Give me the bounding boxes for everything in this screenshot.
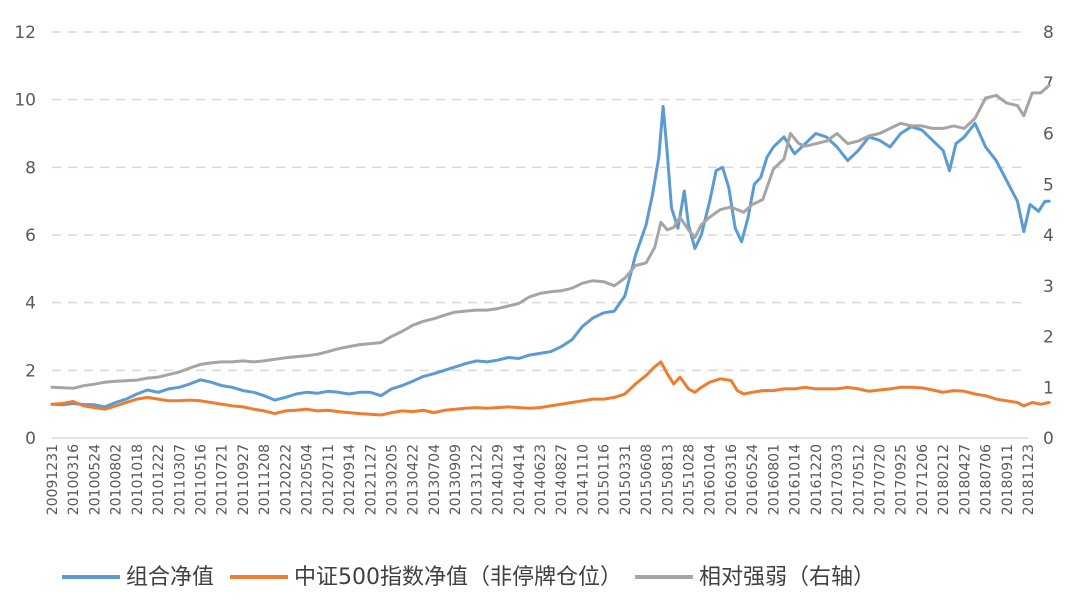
x-axis-tick-label: 20120711 xyxy=(321,444,337,515)
x-axis-tick-label: 20150813 xyxy=(660,444,676,515)
right-axis-tick-label: 1 xyxy=(1043,378,1054,398)
series-line-2 xyxy=(50,360,1051,417)
x-axis-tick-label: 20130205 xyxy=(384,444,400,515)
x-axis-tick-label: 20100524 xyxy=(87,444,103,515)
left-axis-tick-label: 10 xyxy=(14,91,36,111)
x-axis-tick-label: 20140827 xyxy=(554,444,570,515)
x-axis-tick-label: 20140129 xyxy=(491,444,507,515)
x-axis-tick-label: 20170512 xyxy=(851,444,867,515)
right-axis-tick-label: 7 xyxy=(1043,74,1054,94)
x-axis-tick-label: 20120222 xyxy=(278,444,294,515)
right-axis-tick-label: 6 xyxy=(1043,125,1054,145)
left-axis-tick-label: 6 xyxy=(25,226,36,246)
x-axis-tick-label: 20180911 xyxy=(1000,444,1016,515)
x-axis-tick-label: 20121127 xyxy=(363,444,379,515)
x-axis-tick-label: 20091231 xyxy=(45,444,61,515)
x-axis-tick-label: 20130704 xyxy=(427,444,443,515)
x-axis-tick-label: 20111208 xyxy=(257,444,273,515)
x-axis-tick-label: 20180427 xyxy=(957,444,973,515)
left-axis-tick-label: 0 xyxy=(25,429,36,449)
x-axis-tick-label: 20110927 xyxy=(236,444,252,515)
series-line-1 xyxy=(50,104,1051,409)
left-axis-tick-label: 12 xyxy=(14,23,36,43)
x-axis-tick-label: 20141110 xyxy=(575,444,591,515)
x-axis-tick-label: 20140414 xyxy=(512,444,528,515)
x-axis-tick-label: 20171206 xyxy=(915,444,931,515)
x-axis-tick-label: 20180212 xyxy=(936,444,952,515)
x-axis-tick-label: 20120914 xyxy=(342,444,358,515)
legend-label-1: 组合净值 xyxy=(126,565,214,590)
x-axis-tick-label: 20161014 xyxy=(788,444,804,515)
x-axis-tick-label: 20181123 xyxy=(1021,444,1037,515)
x-axis-tick-label: 20150116 xyxy=(597,444,613,515)
x-axis-tick-label: 20161220 xyxy=(809,444,825,515)
x-axis-tick-label: 20170303 xyxy=(830,444,846,515)
right-axis-tick-label: 4 xyxy=(1043,226,1054,246)
x-axis-tick-label: 20151028 xyxy=(682,444,698,515)
right-axis-tick-label: 5 xyxy=(1043,175,1054,195)
x-axis-tick-label: 20170925 xyxy=(894,444,910,515)
right-axis-tick-label: 8 xyxy=(1043,23,1054,43)
x-axis-tick-label: 20180706 xyxy=(979,444,995,515)
x-axis-tick-label: 20150331 xyxy=(618,444,634,515)
x-axis-tick-label: 20110307 xyxy=(172,444,188,515)
legend-label-3: 相对强弱（右轴） xyxy=(699,565,875,590)
x-axis-tick-label: 20101018 xyxy=(130,444,146,515)
x-axis-tick-label: 20100316 xyxy=(66,444,82,515)
left-axis-tick-label: 4 xyxy=(25,294,36,314)
x-axis-tick-label: 20131122 xyxy=(469,444,485,515)
left-axis-tick-label: 8 xyxy=(25,158,36,178)
x-axis-tick-label: 20110516 xyxy=(194,444,210,515)
x-axis-tick-label: 20101222 xyxy=(151,444,167,515)
legend-label-2: 中证500指数净值（非停牌仓位） xyxy=(294,565,622,590)
x-axis-tick-label: 20160316 xyxy=(724,444,740,515)
x-axis-tick-label: 20170720 xyxy=(872,444,888,515)
left-axis-tick-label: 2 xyxy=(25,361,36,381)
x-axis-tick-label: 20100802 xyxy=(109,444,125,515)
right-axis-tick-label: 2 xyxy=(1043,328,1054,348)
x-axis-tick-label: 20140623 xyxy=(533,444,549,515)
x-axis-tick-label: 20120504 xyxy=(300,444,316,515)
x-axis-tick-label: 20130909 xyxy=(448,444,464,515)
series-line-3 xyxy=(50,83,1051,390)
x-axis-tick-label: 20160104 xyxy=(703,444,719,515)
right-axis-tick-label: 3 xyxy=(1043,277,1054,297)
x-axis-tick-label: 20150608 xyxy=(639,444,655,515)
x-axis-tick-label: 20110721 xyxy=(215,444,231,515)
x-axis-tick-label: 20160801 xyxy=(766,444,782,515)
right-axis-tick-label: 0 xyxy=(1043,429,1054,449)
x-axis-tick-label: 20130422 xyxy=(406,444,422,515)
x-axis-tick-label: 20160524 xyxy=(745,444,761,515)
